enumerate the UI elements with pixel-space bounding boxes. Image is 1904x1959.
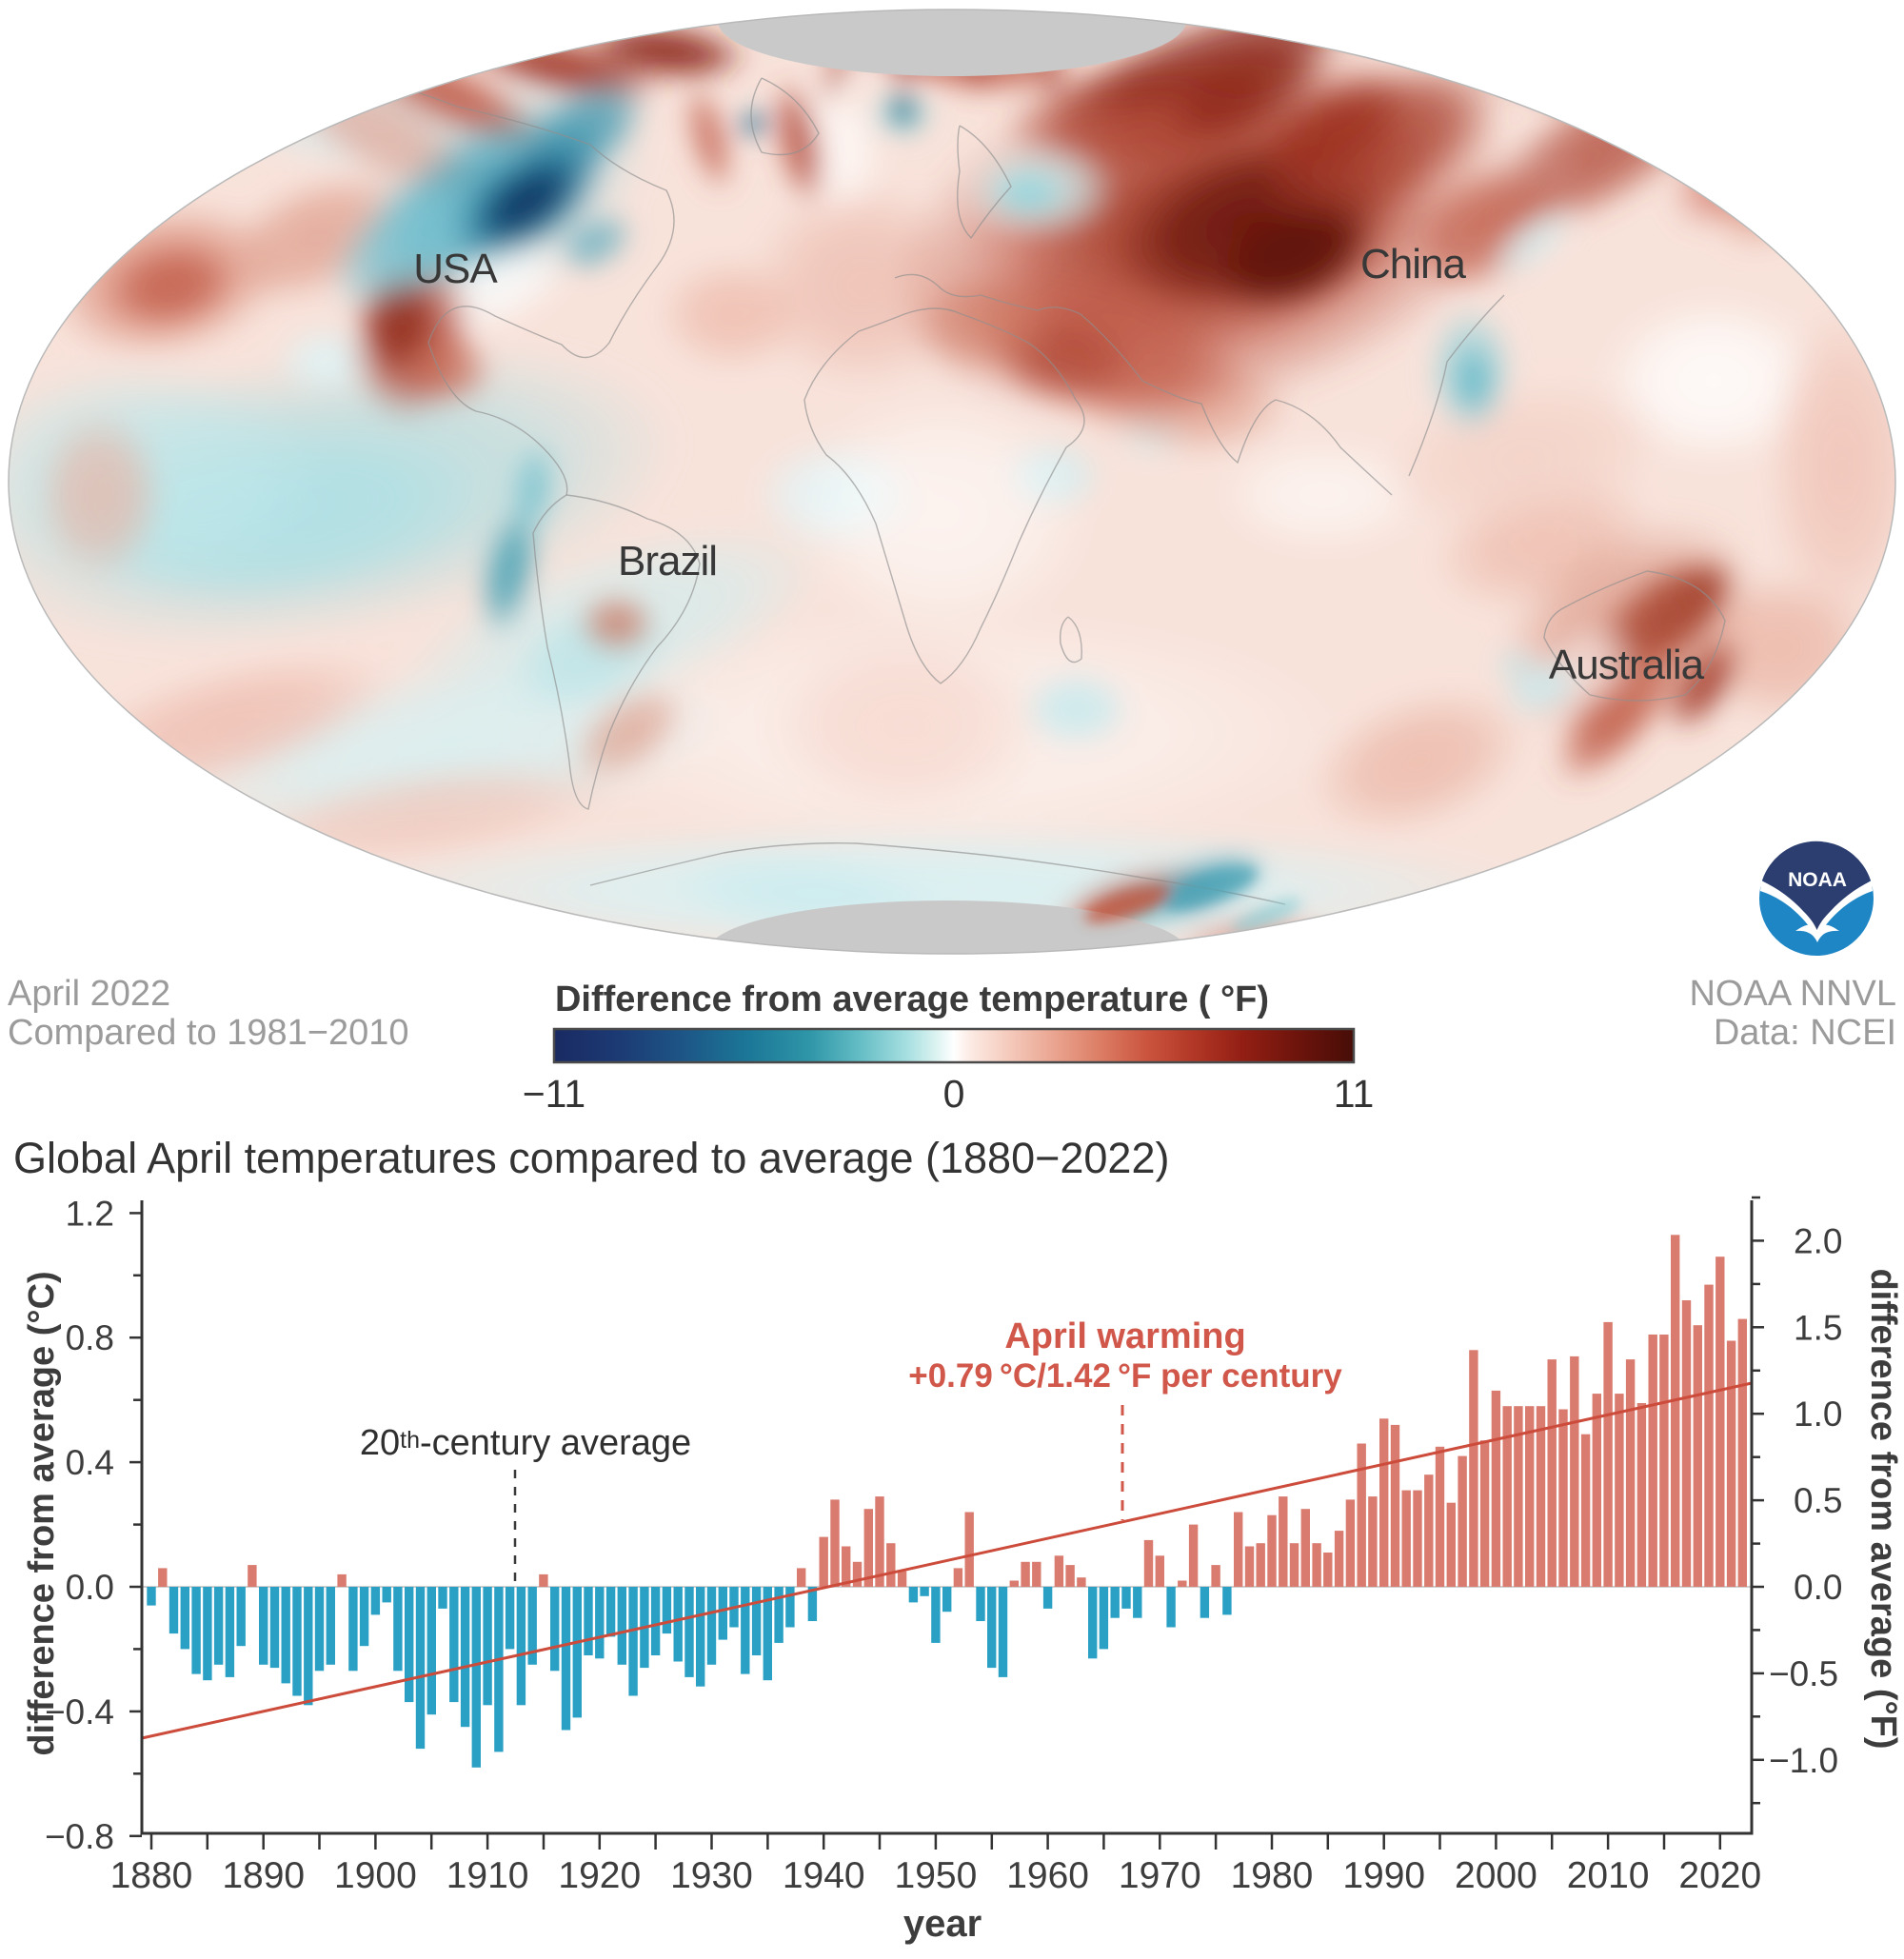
svg-text:Compared to 1981−2010: Compared to 1981−2010: [8, 1013, 409, 1053]
svg-text:1910: 1910: [446, 1855, 529, 1896]
svg-text:−0.8: −0.8: [45, 1817, 114, 1856]
svg-text:0.0: 0.0: [66, 1568, 114, 1607]
svg-text:1.2: 1.2: [66, 1194, 114, 1233]
svg-text:1900: 1900: [334, 1855, 417, 1896]
svg-text:1960: 1960: [1006, 1855, 1089, 1896]
svg-text:April 2022: April 2022: [8, 974, 170, 1014]
svg-text:1980: 1980: [1231, 1855, 1314, 1896]
svg-text:Data: NCEI: Data: NCEI: [1714, 1013, 1896, 1053]
svg-text:NOAA NNVL: NOAA NNVL: [1689, 974, 1896, 1014]
svg-text:0.5: 0.5: [1794, 1481, 1842, 1520]
svg-text:Global April temperatures comp: Global April temperatures compared to av…: [13, 1134, 1169, 1182]
svg-text:20th-century average: 20th-century average: [360, 1423, 691, 1463]
svg-text:1940: 1940: [783, 1855, 865, 1896]
svg-text:2.0: 2.0: [1794, 1221, 1842, 1260]
svg-text:0: 0: [943, 1072, 965, 1116]
svg-text:−11: −11: [523, 1072, 586, 1116]
svg-text:−1.0: −1.0: [1769, 1741, 1838, 1780]
svg-text:0.0: 0.0: [1794, 1568, 1842, 1607]
svg-text:NOAA: NOAA: [1788, 869, 1847, 891]
svg-text:USA: USA: [413, 246, 498, 292]
svg-text:Difference from average temper: Difference from average temperature ( °F…: [555, 980, 1269, 1019]
svg-text:1920: 1920: [558, 1855, 641, 1896]
svg-text:1880: 1880: [110, 1855, 193, 1896]
svg-text:1.5: 1.5: [1794, 1308, 1842, 1347]
svg-text:1930: 1930: [670, 1855, 753, 1896]
svg-text:1.0: 1.0: [1794, 1395, 1842, 1434]
svg-text:China: China: [1360, 241, 1466, 287]
svg-text:difference from average (°F): difference from average (°F): [1863, 1268, 1903, 1749]
svg-text:0.4: 0.4: [66, 1443, 114, 1482]
svg-text:April warming: April warming: [1004, 1316, 1245, 1356]
svg-text:2010: 2010: [1567, 1855, 1650, 1896]
svg-text:−0.4: −0.4: [45, 1692, 114, 1731]
svg-text:2020: 2020: [1678, 1855, 1761, 1896]
svg-text:Brazil: Brazil: [618, 538, 717, 584]
svg-text:1890: 1890: [222, 1855, 305, 1896]
svg-text:Australia: Australia: [1549, 642, 1705, 688]
svg-text:0.8: 0.8: [66, 1318, 114, 1357]
svg-text:difference from average (°C): difference from average (°C): [22, 1271, 62, 1755]
svg-text:1950: 1950: [895, 1855, 978, 1896]
svg-text:2000: 2000: [1455, 1855, 1537, 1896]
svg-text:year: year: [903, 1903, 982, 1945]
svg-text:+0.79 °C/1.42 °F per century: +0.79 °C/1.42 °F per century: [908, 1357, 1342, 1395]
svg-text:1990: 1990: [1342, 1855, 1425, 1896]
svg-text:−0.5: −0.5: [1769, 1654, 1838, 1693]
svg-text:11: 11: [1334, 1072, 1375, 1116]
svg-text:1970: 1970: [1119, 1855, 1201, 1896]
